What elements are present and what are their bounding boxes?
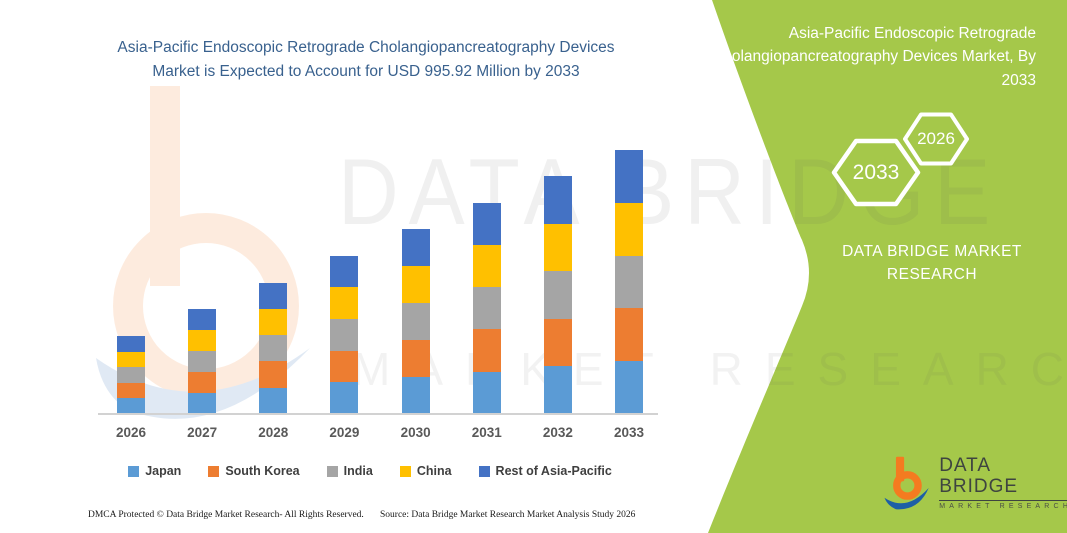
x-axis-line — [98, 413, 658, 415]
legend-swatch — [478, 465, 490, 477]
bar-segment-2026-india — [117, 367, 145, 383]
bar-segment-2029-india — [330, 318, 359, 351]
x-axis-label-2031: 2031 — [471, 425, 502, 440]
bar-segment-2029-rest-of-asia-pacific — [330, 255, 359, 288]
legend-label: South Korea — [225, 464, 300, 478]
side-panel-brand-text: DATA BRIDGE MARKET RESEARCH — [842, 243, 1022, 284]
bar-segment-2032-south-korea — [543, 318, 572, 367]
bar-segment-2030-japan — [401, 377, 430, 414]
bar-segment-2027-south-korea — [188, 372, 217, 393]
bar-segment-2026-china — [117, 351, 145, 368]
legend-label: Japan — [145, 464, 182, 478]
bar-segment-2030-china — [401, 266, 430, 303]
stacked-bar-2026 — [117, 335, 145, 414]
bar-segment-2033-japan — [615, 361, 644, 414]
data-bridge-logo-icon — [884, 456, 929, 510]
bar-segment-2031-japan — [472, 371, 501, 414]
chart-title: Asia-Pacific Endoscopic Retrograde Chola… — [117, 39, 615, 81]
bar-segment-2032-rest-of-asia-pacific — [543, 176, 572, 224]
x-axis-label-2027: 2027 — [187, 425, 218, 440]
legend-swatch — [326, 465, 338, 477]
footer-source-text: Source: Data Bridge Market Research Mark… — [380, 510, 636, 520]
hexagon-2026-shape — [903, 112, 969, 166]
hexagon-2026-label: 2026 — [917, 129, 955, 148]
bar-segment-2031-china — [472, 244, 501, 288]
bar-segment-2027-rest-of-asia-pacific — [188, 309, 217, 331]
x-axis-label-2030: 2030 — [400, 425, 431, 440]
bar-segment-2030-rest-of-asia-pacific — [401, 229, 430, 266]
stacked-bar-2028 — [259, 282, 288, 414]
bar-segment-2028-japan — [259, 387, 288, 414]
data-bridge-logo-text: DATA BRIDGE MARKET RESEARCH — [939, 455, 1067, 510]
data-bridge-logo: DATA BRIDGE MARKET RESEARCH — [882, 454, 1067, 512]
bar-segment-2028-india — [259, 335, 288, 362]
hexagon-2033-label: 2033 — [852, 160, 900, 184]
bar-segment-2032-india — [543, 271, 572, 319]
x-axis-label-2032: 2032 — [542, 425, 573, 440]
hexagon-badge-2026: 2026 — [903, 112, 969, 166]
bar-segment-2028-rest-of-asia-pacific — [259, 282, 288, 309]
x-axis-label-2026: 2026 — [115, 425, 147, 440]
bar-segment-2031-rest-of-asia-pacific — [472, 202, 501, 245]
bar-segment-2030-south-korea — [401, 340, 430, 377]
x-axis-label-2029: 2029 — [329, 425, 360, 440]
x-axis-label-2033: 2033 — [614, 425, 645, 440]
legend-item-japan: Japan — [128, 464, 181, 478]
hexagon-badge-2033: 2033 — [831, 138, 921, 207]
bar-segment-2031-india — [472, 287, 501, 330]
bar-segment-2033-china — [615, 202, 644, 256]
legend-label: Rest of Asia-Pacific — [495, 464, 612, 478]
bar-segment-2031-south-korea — [472, 329, 501, 372]
bar-segment-2026-rest-of-asia-pacific — [117, 335, 145, 352]
bar-segment-2030-india — [401, 303, 430, 340]
legend-item-rest-of-asia-pacific: Rest of Asia-Pacific — [478, 464, 612, 478]
stacked-bar-2027 — [188, 309, 217, 414]
legend-swatch — [399, 465, 411, 477]
green-panel-shape — [708, 0, 1067, 533]
x-axis-label-2028: 2028 — [258, 425, 289, 440]
bar-segment-2032-china — [543, 223, 572, 272]
legend-item-south-korea: South Korea — [208, 464, 300, 478]
chart-legend: Japan South Korea India China Rest of Asia-P… — [40, 464, 700, 478]
bar-segment-2029-south-korea — [330, 350, 359, 383]
bar-segment-2032-japan — [543, 366, 572, 414]
bar-segment-2028-south-korea — [259, 361, 288, 388]
bar-segment-2027-china — [188, 330, 217, 351]
hexagon-2033-shape — [831, 138, 921, 207]
bar-segment-2033-south-korea — [615, 308, 644, 362]
stacked-bar-2029 — [330, 255, 359, 414]
legend-swatch — [208, 465, 220, 477]
stacked-bar-2030 — [401, 229, 430, 414]
footer-dmca-text: DMCA Protected © Data Bridge Market Rese… — [88, 510, 364, 520]
bar-segment-2033-rest-of-asia-pacific — [615, 150, 644, 203]
legend-label: China — [416, 464, 452, 478]
legend-item-india: India — [326, 464, 373, 478]
bar-segment-2029-china — [330, 287, 359, 319]
logo-sub-text: MARKET RESEARCH — [939, 502, 1067, 510]
bar-segment-2028-china — [259, 308, 288, 336]
side-panel-title: Asia-Pacific Endoscopic Retrograde Chola… — [712, 25, 1036, 89]
bar-segment-2027-japan — [188, 393, 217, 414]
bar-segment-2026-south-korea — [117, 382, 145, 399]
legend-swatch — [128, 465, 140, 477]
legend-label: India — [343, 464, 373, 478]
bar-segment-2027-india — [188, 351, 217, 372]
bar-segment-2026-japan — [117, 398, 145, 414]
logo-brand-text: DATA BRIDGE — [939, 455, 1067, 501]
bar-segment-2033-india — [615, 255, 644, 309]
stacked-bar-2031 — [472, 202, 501, 414]
legend-item-china: China — [399, 464, 452, 478]
bar-segment-2029-japan — [330, 382, 359, 414]
stacked-bar-2032 — [543, 176, 572, 414]
stacked-bar-2033 — [615, 150, 644, 414]
